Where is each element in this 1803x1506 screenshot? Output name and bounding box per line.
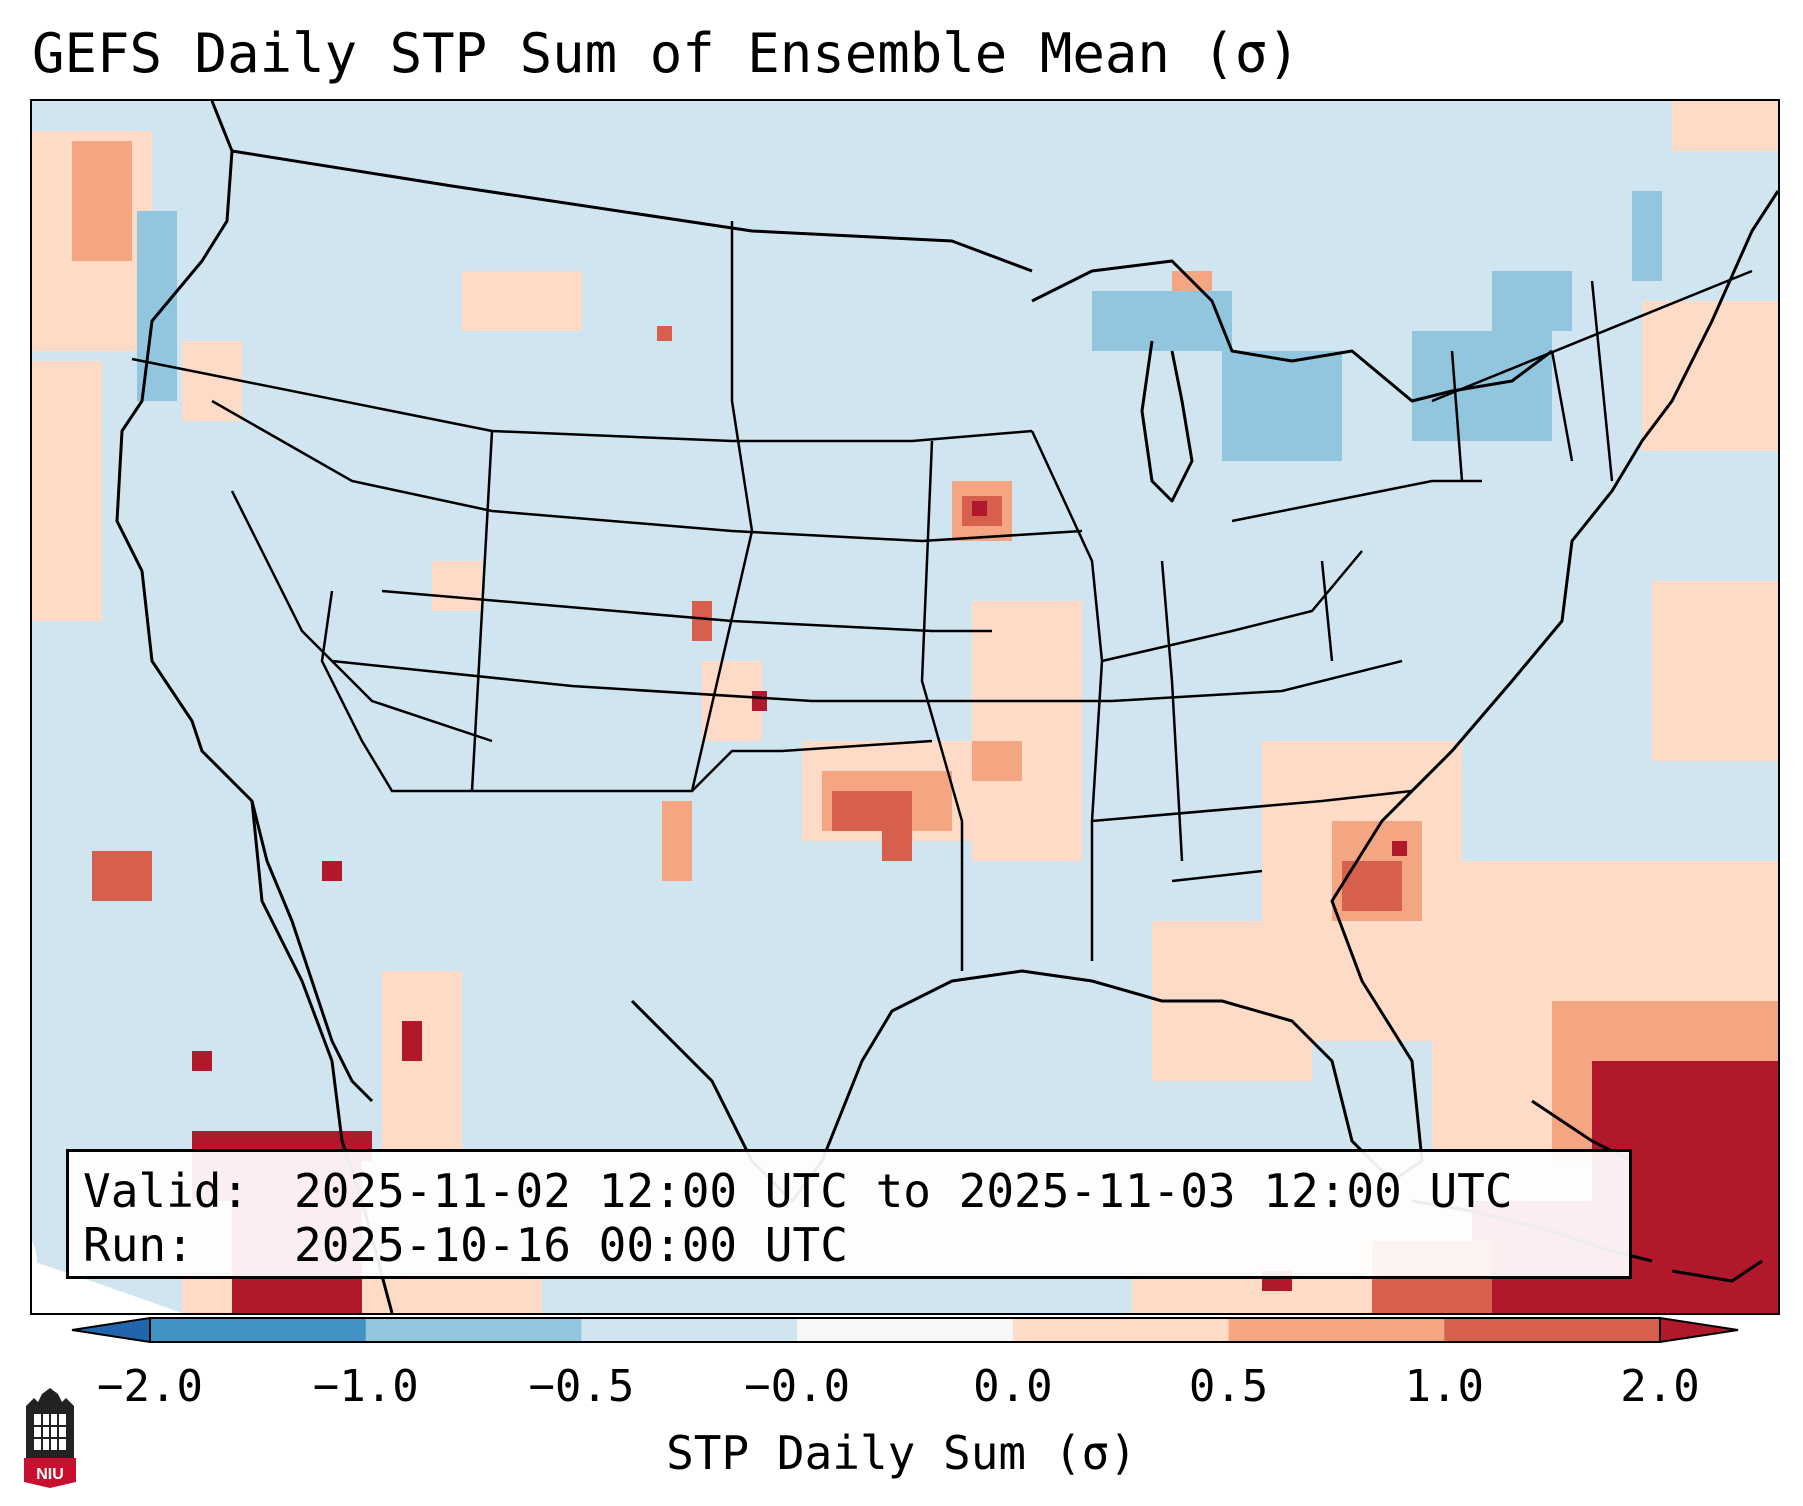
cell [752,691,767,711]
valid-value: 2025-11-02 12:00 UTC to 2025-11-03 12:00… [294,1164,1513,1218]
canada-border [231,149,1033,273]
map-canvas [32,101,1778,1313]
lake-michigan [1140,340,1194,503]
cell [92,851,152,901]
valid-row: Valid: 2025-11-02 12:00 UTC to 2025-11-0… [83,1164,1615,1218]
cell [1492,271,1572,331]
colorbar-tick-label: −0.0 [744,1361,851,1412]
colorbar-segment [365,1318,582,1342]
valid-run-box: Valid: 2025-11-02 12:00 UTC to 2025-11-0… [66,1149,1632,1279]
baja-peninsula [250,800,374,1103]
cell [972,501,987,516]
run-value: 2025-10-16 00:00 UTC [294,1218,848,1272]
state-line [1231,479,1482,523]
colorbar-extend-high [1659,1316,1739,1344]
valid-label: Valid: [83,1164,250,1218]
state-line [690,221,754,792]
colorbar-segment [1444,1318,1661,1342]
logo-shield [24,1458,76,1488]
cell [1672,101,1778,151]
cell [182,341,242,421]
state-line [1590,280,1614,482]
hispaniola [1671,1259,1763,1283]
colorbar-label: STP Daily Sum (σ) [666,1426,1137,1480]
colorbar-tick-label: 0.0 [973,1361,1053,1412]
cell [972,741,1022,781]
state-line [1091,789,1413,823]
cell [192,1051,212,1071]
colorbar-segment [1228,1318,1445,1342]
cell [1092,291,1232,351]
cell [1222,351,1342,461]
colorbar-segment [797,1318,1014,1342]
colorbar-segment [150,1318,367,1342]
cell [322,861,342,881]
niu-logo: NIU [24,1388,76,1488]
cell [1652,581,1778,761]
cell [1392,841,1407,856]
anomaly-cells [32,101,1778,1313]
state-line [1550,350,1574,462]
state-lines [131,221,1753,971]
great-lakes [1031,259,1553,403]
colorbar [71,1316,1739,1344]
state-line [1171,869,1263,883]
state-line [211,399,1083,543]
cell [72,141,132,261]
cell [692,601,712,641]
state-line [381,589,992,633]
cell [32,361,102,621]
colorbar-tick-label: −1.0 [312,1361,419,1412]
run-label: Run: [83,1218,194,1272]
map-panel [30,99,1780,1315]
state-line [1101,550,1363,663]
state-line [1160,560,1184,862]
state-line [331,659,1403,703]
colorbar-tick-label: 0.5 [1188,1361,1269,1412]
cell [432,561,482,611]
state-line [230,490,493,743]
cell [402,1021,422,1061]
cell [832,791,912,831]
cell [657,326,672,341]
cell [462,271,582,331]
state-line [320,590,933,793]
cell [662,801,692,881]
state-line [1450,350,1464,482]
state-line [920,440,964,971]
colorbar-segment [1012,1318,1230,1342]
state-line [131,357,1033,443]
cell [1632,191,1662,281]
colorbar-tick-label: −2.0 [97,1361,203,1412]
colorbar-tick-label: −0.5 [528,1361,635,1412]
map-title: GEFS Daily STP Sum of Ensemble Mean (σ) [32,22,1300,85]
colorbar-segment [581,1318,798,1342]
run-row: Run: 2025-10-16 00:00 UTC [83,1218,1615,1272]
state-line [470,430,494,792]
state-line [1431,269,1753,403]
colorbar-extend-low [71,1316,151,1344]
west-coastline [115,101,394,1313]
logo-text: NIU [36,1466,64,1483]
cell [972,601,1082,861]
state-line [1320,560,1334,662]
cell [882,831,912,861]
cell [137,211,177,401]
colorbar-tick-label: 1.0 [1404,1361,1485,1412]
colorbar-tick-label: 2.0 [1620,1361,1700,1412]
